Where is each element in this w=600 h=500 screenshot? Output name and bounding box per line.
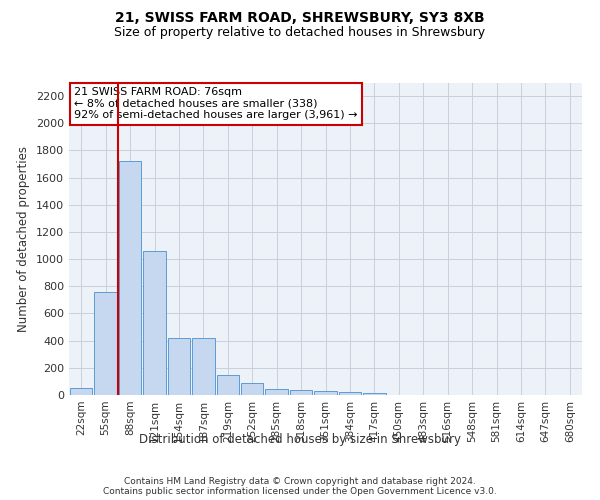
Bar bbox=[265, 389, 288, 395]
Y-axis label: Number of detached properties: Number of detached properties bbox=[17, 146, 31, 332]
Text: Distribution of detached houses by size in Shrewsbury: Distribution of detached houses by size … bbox=[139, 432, 461, 446]
Text: Size of property relative to detached houses in Shrewsbury: Size of property relative to detached ho… bbox=[115, 26, 485, 39]
Text: 21, SWISS FARM ROAD, SHREWSBURY, SY3 8XB: 21, SWISS FARM ROAD, SHREWSBURY, SY3 8XB bbox=[115, 11, 485, 25]
Bar bbox=[94, 292, 117, 395]
Bar bbox=[290, 390, 313, 395]
Bar bbox=[314, 391, 337, 395]
Bar bbox=[70, 388, 92, 395]
Text: 21 SWISS FARM ROAD: 76sqm
← 8% of detached houses are smaller (338)
92% of semi-: 21 SWISS FARM ROAD: 76sqm ← 8% of detach… bbox=[74, 87, 358, 120]
Bar bbox=[192, 338, 215, 395]
Bar bbox=[119, 162, 142, 395]
Bar bbox=[241, 384, 263, 395]
Text: Contains HM Land Registry data © Crown copyright and database right 2024.
Contai: Contains HM Land Registry data © Crown c… bbox=[103, 476, 497, 496]
Bar bbox=[217, 374, 239, 395]
Bar bbox=[167, 338, 190, 395]
Bar bbox=[338, 392, 361, 395]
Bar bbox=[363, 392, 386, 395]
Bar bbox=[143, 251, 166, 395]
